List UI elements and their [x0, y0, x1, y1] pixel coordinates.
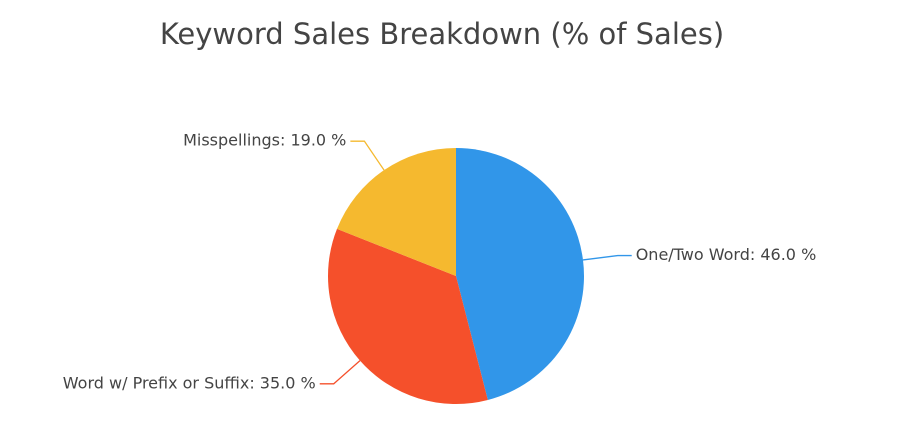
- leader-line: [319, 360, 361, 385]
- leader-line: [350, 140, 385, 171]
- leader-line: [582, 254, 632, 261]
- chart-title: Keyword Sales Breakdown (% of Sales): [160, 17, 724, 51]
- slice-label: One/Two Word: 46.0 %: [636, 245, 817, 264]
- pie-slice: [328, 228, 488, 405]
- pie-slice: [336, 148, 456, 276]
- slice-label: Misspellings: 19.0 %: [183, 131, 346, 150]
- pie-slice: [456, 148, 584, 400]
- slice-label: Word w/ Prefix or Suffix: 35.0 %: [63, 373, 316, 392]
